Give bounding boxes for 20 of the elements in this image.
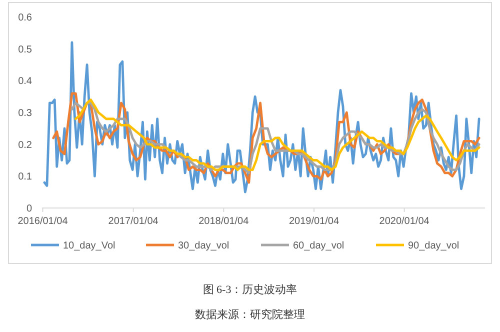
line-series [52, 92, 480, 184]
legend-label: 30_day_vol [178, 240, 230, 252]
y-tick-label: 0.3 [18, 108, 32, 119]
y-tick-label: 0.5 [18, 44, 32, 56]
x-tick-label: 2017/01/04 [108, 216, 159, 227]
y-tick-label: 0.1 [18, 172, 32, 183]
y-tick-label: 0.2 [18, 140, 32, 151]
legend-label: 60_day_vol [293, 240, 344, 252]
legend-label: 10_day_Vol [63, 240, 116, 252]
legend-label: 90_day_vol [408, 240, 460, 252]
y-tick-label: 0 [26, 204, 32, 214]
x-tick-label: 2016/01/04 [18, 216, 68, 227]
x-tick-label: 2018/01/04 [198, 216, 250, 227]
x-tick-label: 2020/01/04 [379, 216, 430, 227]
line-series [43, 41, 480, 194]
text: 图 6-3：历史波动率 [202, 283, 298, 296]
y-tick-label: 0.6 [18, 12, 32, 24]
source-note: 数据来源：研究院整理 [195, 308, 305, 321]
y-tick-label: 0.4 [18, 76, 32, 88]
x-tick-label: 2019/01/04 [288, 216, 340, 227]
